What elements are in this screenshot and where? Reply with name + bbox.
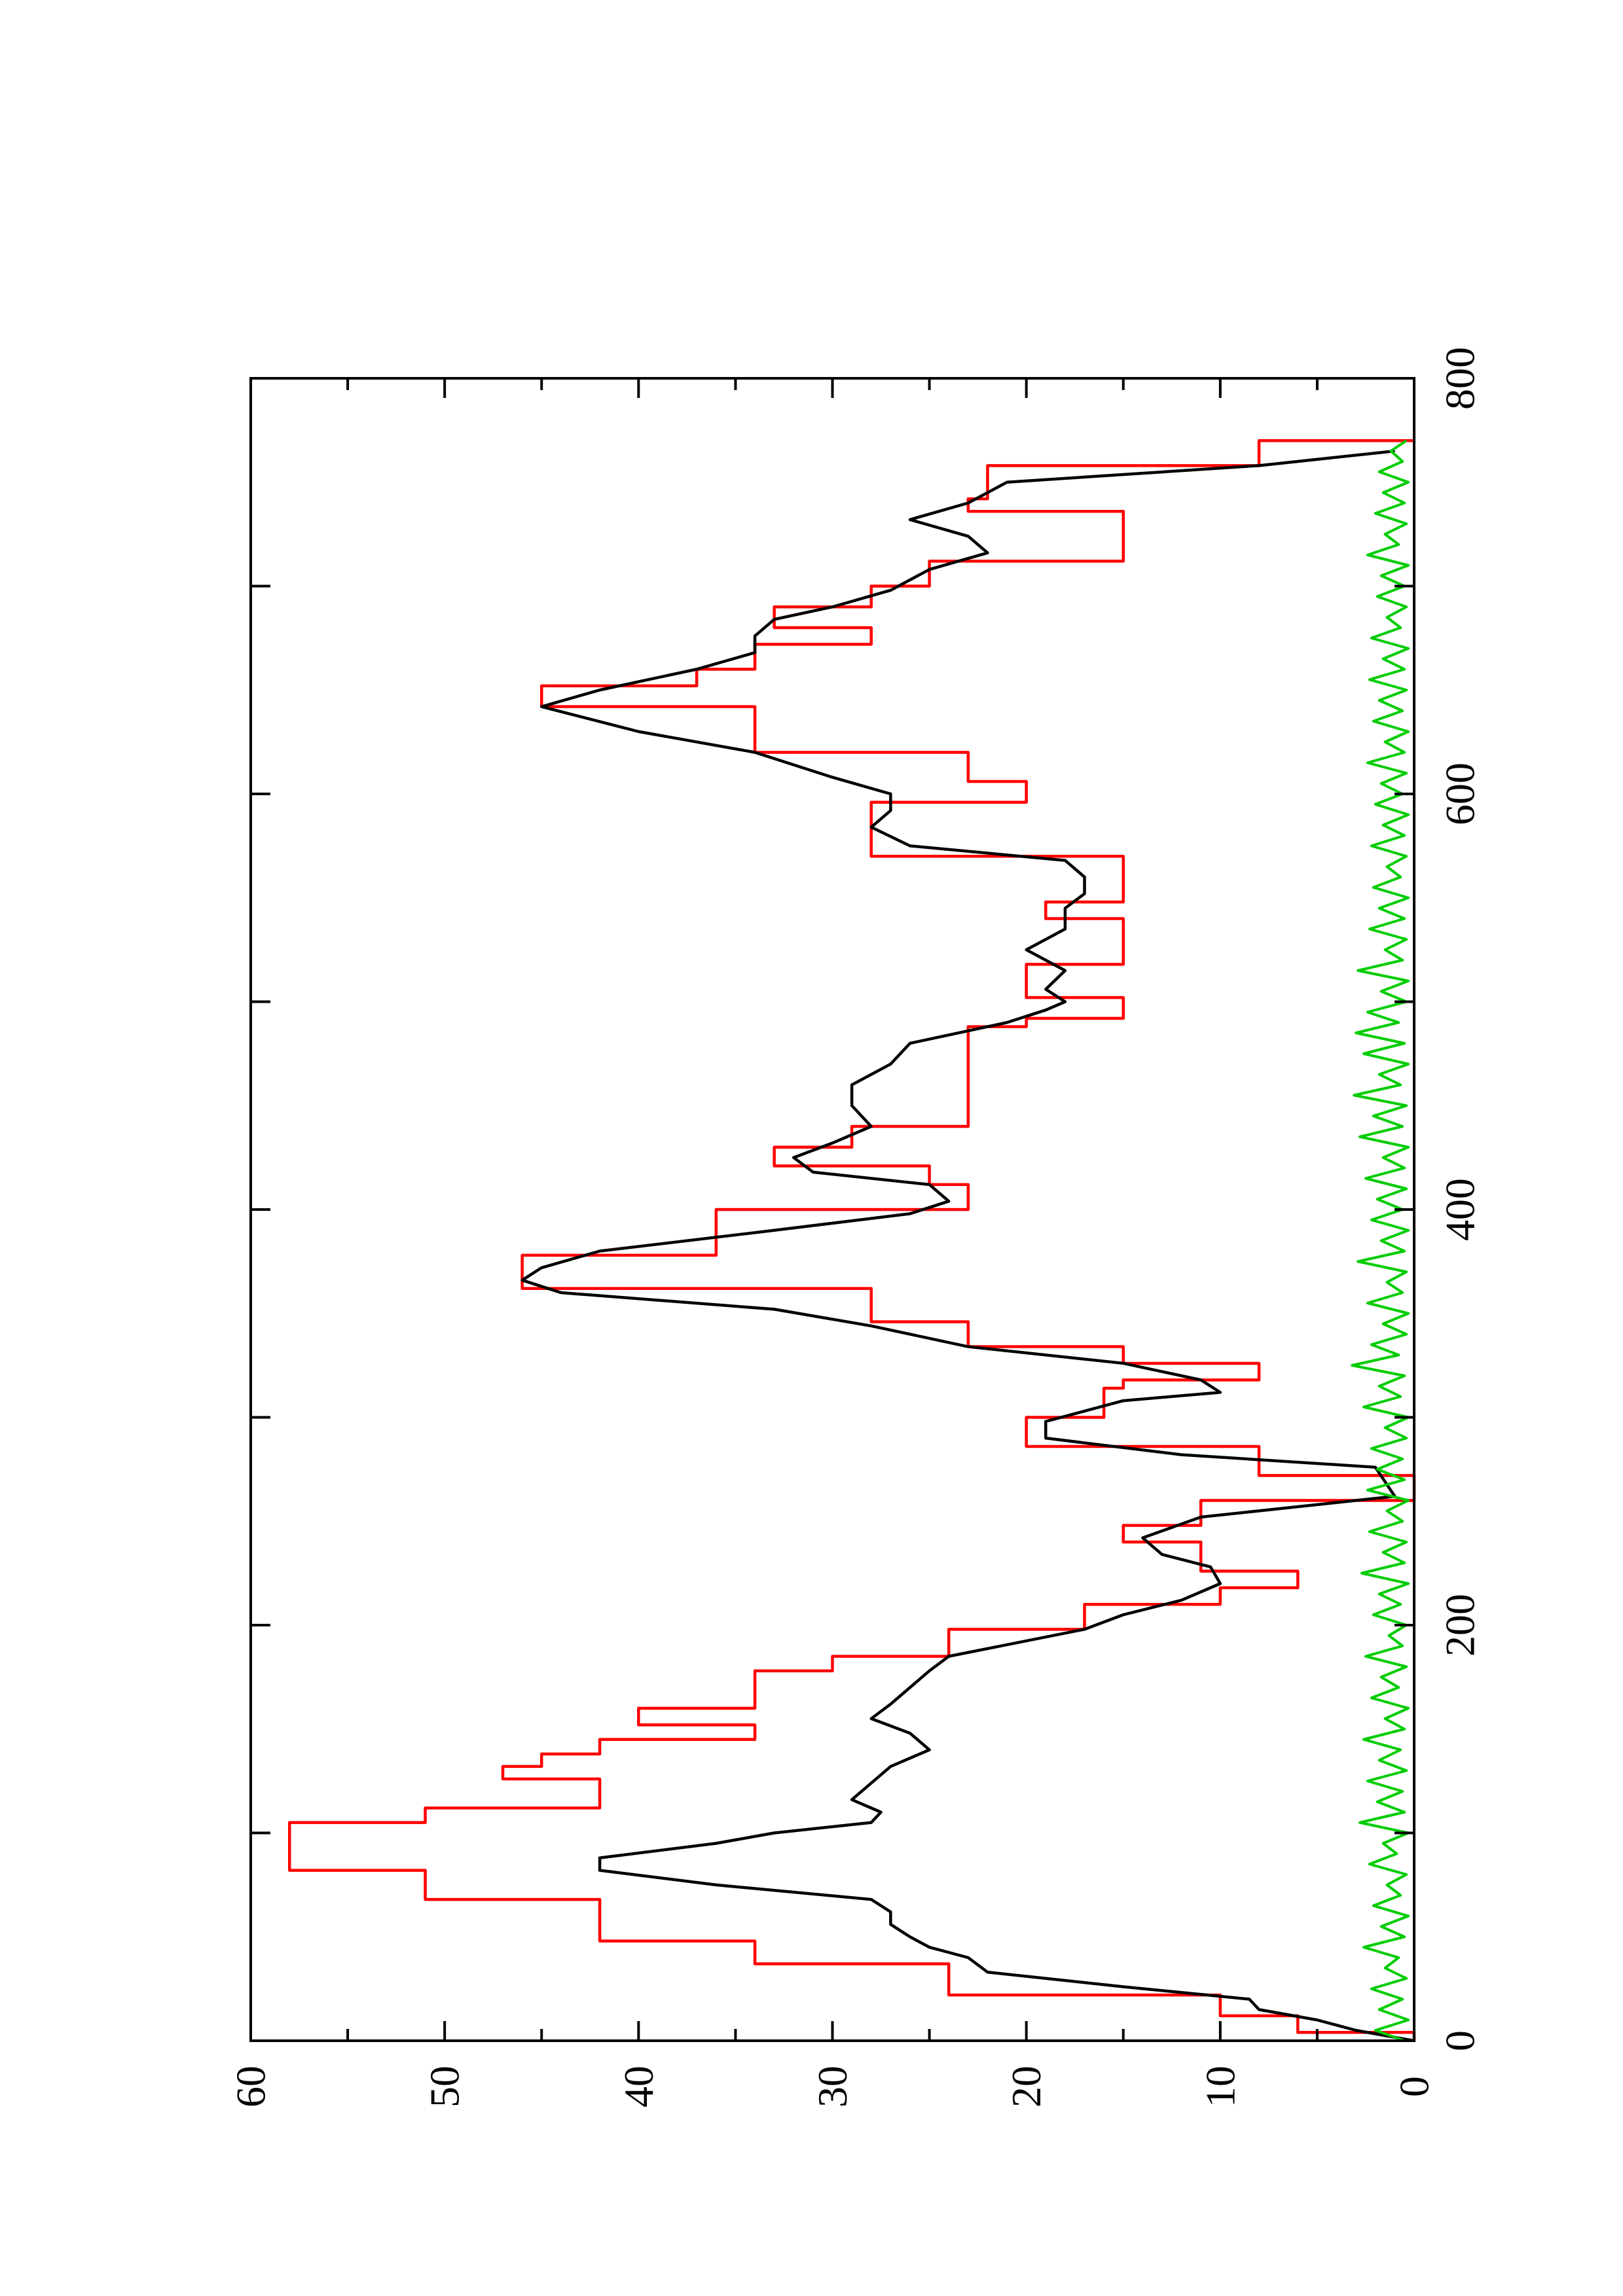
y-tick-label-60: 60 (228, 2066, 274, 2108)
x-tick-label-400: 400 (1437, 1178, 1484, 1241)
chart-marks: 0 200 400 600 800 0 10 20 30 40 50 60 (228, 347, 1484, 2108)
x-tick-label-0: 0 (1437, 2030, 1484, 2051)
y-tick-label-50: 50 (422, 2066, 468, 2108)
y-tick-label-0: 0 (1391, 2076, 1438, 2097)
y-tick-label-40: 40 (615, 2066, 662, 2108)
series-line-2 (1351, 439, 1410, 2042)
series-line-0 (287, 439, 1416, 2041)
x-tick-label-200: 200 (1437, 1594, 1484, 1657)
y-tick-label-20: 20 (1003, 2066, 1049, 2108)
y-tick-label-10: 10 (1197, 2066, 1243, 2108)
series-line-1 (520, 449, 1415, 2043)
y-tick-label-30: 30 (809, 2066, 856, 2108)
x-tick-label-800: 800 (1437, 347, 1484, 410)
x-tick-label-600: 600 (1437, 762, 1484, 825)
